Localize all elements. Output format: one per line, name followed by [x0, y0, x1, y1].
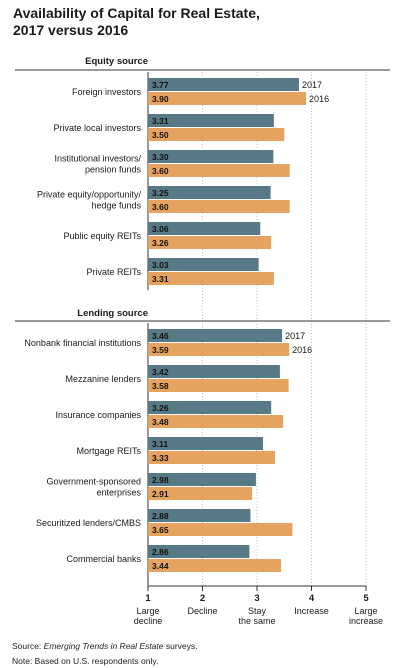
- bar-2016: [148, 236, 272, 249]
- bar-2016: [148, 164, 290, 177]
- chart-title-line-2: 2017 versus 2016: [13, 22, 129, 38]
- bar-value-2016: 3.48: [152, 417, 169, 427]
- bar-value-2016: 3.60: [152, 202, 169, 212]
- bar-2016: [148, 451, 275, 464]
- bar-value-2017: 3.31: [152, 116, 169, 126]
- x-tick-description: Increase: [294, 606, 329, 616]
- x-tick-label: 3: [254, 593, 259, 604]
- bar-value-2017: 2.86: [152, 547, 169, 557]
- bar-2017: [148, 401, 272, 414]
- source-note: Source: Emerging Trends in Real Estate s…: [12, 641, 198, 651]
- bar-value-2017: 3.25: [152, 188, 169, 198]
- x-tick-description: decline: [134, 616, 163, 626]
- bar-2017: [148, 365, 280, 378]
- x-tick-description: Large: [354, 606, 377, 616]
- x-tick-description: the same: [238, 616, 275, 626]
- footnote: Note: Based on U.S. respondents only.: [12, 656, 159, 666]
- bar-2016: [148, 559, 281, 572]
- source-title: Emerging Trends in Real Estate: [43, 641, 164, 651]
- chart-title-line-1: Availability of Capital for Real Estate,: [13, 5, 260, 21]
- bar-value-2017: 3.06: [152, 224, 169, 234]
- bar-2017: [148, 222, 261, 235]
- x-tick-label: 4: [309, 593, 315, 604]
- bar-value-2017: 3.77: [152, 80, 169, 90]
- legend-label-2017: 2017: [302, 80, 322, 90]
- bar-value-2016: 3.58: [152, 381, 169, 391]
- bar-value-2016: 3.26: [152, 238, 169, 248]
- bar-2017: [148, 150, 274, 163]
- x-tick-label: 5: [363, 593, 369, 604]
- category-label: Government-sponsored: [46, 477, 141, 487]
- bar-value-2016: 3.50: [152, 130, 169, 140]
- bar-2016: [148, 523, 293, 536]
- bar-2017: [148, 473, 256, 486]
- bar-2016: [148, 487, 253, 500]
- x-tick-description: increase: [349, 616, 383, 626]
- legend-label-2016: 2016: [292, 345, 312, 355]
- x-tick-label: 2: [200, 593, 205, 604]
- category-label: Public equity REITs: [63, 231, 141, 241]
- category-label: Private local investors: [53, 123, 141, 133]
- bar-2016: [148, 343, 290, 356]
- category-label: Mezzanine lenders: [65, 374, 141, 384]
- bar-2016: [148, 415, 284, 428]
- bar-chart: Equity source 3.77 3.90 Foreign investors 20…: [15, 56, 390, 626]
- bar-value-2016: 3.44: [152, 561, 169, 571]
- bar-2016: [148, 272, 274, 285]
- category-label: Private equity/opportunity/: [37, 190, 142, 200]
- category-label: enterprises: [96, 488, 141, 498]
- category-label: Foreign investors: [72, 87, 142, 97]
- group-heading: Lending source: [77, 308, 148, 319]
- legend-label-2016: 2016: [309, 94, 329, 104]
- category-label: pension funds: [85, 165, 142, 175]
- category-label: Commercial banks: [66, 554, 141, 564]
- bar-value-2016: 3.60: [152, 166, 169, 176]
- chart-title: Availability of Capital for Real Estate,…: [13, 5, 260, 39]
- bar-value-2017: 3.11: [152, 439, 168, 449]
- source-prefix: Source:: [12, 641, 44, 651]
- bar-value-2017: 2.88: [152, 511, 169, 521]
- bar-2016: [148, 379, 289, 392]
- bar-value-2017: 3.03: [152, 260, 169, 270]
- bar-value-2016: 3.90: [152, 94, 169, 104]
- source-suffix: surveys.: [163, 641, 198, 651]
- category-label: Private REITs: [86, 267, 141, 277]
- x-tick-description: Stay: [248, 606, 267, 616]
- bar-2017: [148, 258, 259, 271]
- category-label: Securitized lenders/CMBS: [36, 518, 141, 528]
- group-heading: Equity source: [85, 56, 148, 67]
- x-tick-label: 1: [145, 593, 151, 604]
- bar-2016: [148, 92, 307, 105]
- legend-label-2017: 2017: [285, 331, 305, 341]
- bar-2016: [148, 128, 285, 141]
- bar-value-2017: 3.42: [152, 367, 169, 377]
- bar-value-2017: 3.46: [152, 331, 169, 341]
- x-tick-description: Large: [136, 606, 159, 616]
- category-label: Insurance companies: [55, 410, 141, 420]
- bar-value-2017: 3.30: [152, 152, 169, 162]
- category-label: Institutional investors/: [54, 154, 141, 164]
- bar-2017: [148, 114, 274, 127]
- bar-value-2016: 3.33: [152, 453, 169, 463]
- bar-2017: [148, 509, 251, 522]
- bar-2017: [148, 437, 263, 450]
- bar-2016: [148, 200, 290, 213]
- category-label: Mortgage REITs: [76, 446, 141, 456]
- category-label: hedge funds: [91, 201, 141, 211]
- bar-2017: [148, 186, 271, 199]
- bar-value-2017: 3.26: [152, 403, 169, 413]
- bar-2017: [148, 78, 299, 91]
- bar-value-2016: 3.31: [152, 274, 169, 284]
- bar-value-2017: 2.98: [152, 475, 169, 485]
- bar-2017: [148, 329, 283, 342]
- bar-value-2016: 2.91: [152, 489, 169, 499]
- bar-value-2016: 3.65: [152, 525, 169, 535]
- bar-value-2016: 3.59: [152, 345, 169, 355]
- x-tick-description: Decline: [187, 606, 217, 616]
- bar-2017: [148, 545, 250, 558]
- category-label: Nonbank financial institutions: [24, 338, 141, 348]
